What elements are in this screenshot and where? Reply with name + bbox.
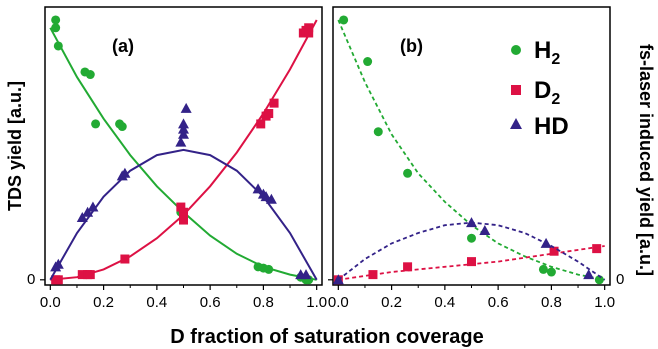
x-tick-label-b-3: 0.6 xyxy=(488,294,509,311)
point-d2-b-5 xyxy=(592,244,602,254)
point-d2-a-4 xyxy=(85,270,95,280)
x-tick-label-a-2: 0.4 xyxy=(146,294,167,311)
point-h2-b-7 xyxy=(594,275,604,285)
legend-d2-marker xyxy=(511,85,521,95)
point-d2-a-5 xyxy=(120,254,130,264)
point-hd-a-6 xyxy=(119,167,131,178)
point-hd-a-11 xyxy=(180,102,192,113)
point-h2-a-1 xyxy=(51,23,61,33)
x-tick-label-a-3: 0.6 xyxy=(200,294,221,311)
x-tick-label-b-2: 0.4 xyxy=(434,294,455,311)
point-hd-a-17 xyxy=(300,269,312,280)
point-d2-b-1 xyxy=(368,270,378,280)
x-tick-label-a-1: 0.2 xyxy=(93,294,114,311)
point-d2-a-2 xyxy=(77,270,87,280)
point-d2-a-9 xyxy=(179,215,188,225)
point-hd-a-7 xyxy=(175,136,187,147)
point-hd-a-1 xyxy=(52,258,64,269)
point-h2-a-0 xyxy=(51,15,61,25)
legend-item-h2: H2 xyxy=(511,37,560,68)
point-h2-b-4 xyxy=(467,233,476,243)
point-hd-a-4 xyxy=(87,201,99,212)
x-tick-label-a-0: 0.0 xyxy=(40,294,61,311)
point-hd-b-3 xyxy=(540,237,552,248)
y-tick-label-right-0: 0 xyxy=(616,271,624,288)
panel-a-label: (a) xyxy=(112,36,134,56)
point-hd-b-4 xyxy=(583,269,595,280)
point-hd-a-12 xyxy=(252,183,264,194)
legend-item-hd: HD xyxy=(510,113,569,140)
point-h2-a-7 xyxy=(117,122,127,132)
x-tick-label-a-4: 0.8 xyxy=(253,294,274,311)
legend-hd-label: HD xyxy=(534,113,569,140)
point-h2-a-12 xyxy=(264,264,274,274)
point-d2-b-4 xyxy=(549,246,559,256)
point-hd-b-1 xyxy=(466,217,477,228)
panel-b: 0.0 0.2 0.4 0.6 0.8 1.0 xyxy=(328,15,615,311)
panel-b-frame xyxy=(332,6,611,286)
point-hd-a-9 xyxy=(178,123,189,134)
x-tick-label-a-5: 1.0 xyxy=(306,294,327,311)
point-d2-b-3 xyxy=(467,257,476,267)
point-hd-a-15 xyxy=(265,193,277,204)
point-hd-a-8 xyxy=(178,128,189,139)
x-tick-label-b-0: 0.0 xyxy=(328,294,349,311)
x-tick-label-b-4: 0.8 xyxy=(541,294,562,311)
legend-h2-label: H2 xyxy=(534,37,560,68)
point-h2-a-2 xyxy=(53,41,63,51)
x-tick-label-b-5: 1.0 xyxy=(594,294,615,311)
point-d2-a-16 xyxy=(304,23,314,33)
x-axis-label: D fraction of saturation coverage xyxy=(170,326,483,348)
point-h2-b-0 xyxy=(339,15,349,25)
fit-line-h2-a xyxy=(49,27,317,281)
point-hd-b-2 xyxy=(479,224,491,235)
point-d2-a-12 xyxy=(264,109,274,119)
point-d2-a-1 xyxy=(53,275,63,285)
point-h2-b-5 xyxy=(538,264,548,274)
point-h2-a-5 xyxy=(91,119,101,129)
point-h2-b-2 xyxy=(373,127,383,137)
point-hd-a-10 xyxy=(178,118,189,129)
point-d2-b-2 xyxy=(403,262,413,272)
point-h2-b-3 xyxy=(403,168,413,178)
legend-hd-marker xyxy=(510,118,522,129)
point-hd-a-2 xyxy=(76,211,88,222)
y-axis-label-right: fs-laser induced yield [a.u.] xyxy=(636,44,656,276)
point-d2-a-17 xyxy=(304,28,314,38)
y-tick-label-left-0: 0 xyxy=(27,271,35,288)
point-h2-b-6 xyxy=(546,267,556,277)
point-h2-b-1 xyxy=(363,57,373,67)
point-d2-a-13 xyxy=(269,98,279,108)
point-d2-a-6 xyxy=(176,202,186,212)
legend-h2-marker xyxy=(511,45,521,55)
panel-a: 0.0 0.2 0.4 0.6 0.8 1.0 xyxy=(40,15,327,311)
point-d2-a-7 xyxy=(179,207,188,217)
y-axis-label-left: TDS yield [a.u.] xyxy=(5,81,25,211)
point-h2-a-4 xyxy=(85,70,95,80)
legend-item-d2: D2 xyxy=(511,77,560,108)
x-tick-label-b-1: 0.2 xyxy=(381,294,402,311)
point-hd-b-0 xyxy=(332,274,344,285)
panel-b-label: (b) xyxy=(400,36,423,56)
point-hd-a-3 xyxy=(82,206,94,217)
legend-d2-label: D2 xyxy=(534,77,560,108)
point-d2-a-10 xyxy=(256,119,266,129)
legend: H2 D2 HD xyxy=(510,37,569,140)
